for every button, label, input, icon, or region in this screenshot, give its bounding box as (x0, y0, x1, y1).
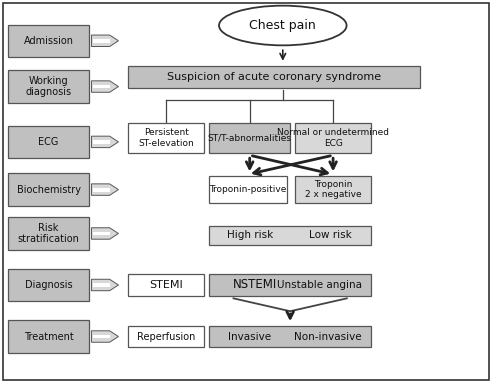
Bar (209, 123, 290, 153)
FancyArrow shape (93, 188, 110, 192)
Text: Persistent
ST-elevation: Persistent ST-elevation (138, 128, 194, 148)
Bar (295, 123, 371, 153)
FancyArrow shape (93, 283, 110, 287)
Ellipse shape (219, 6, 346, 45)
Text: ST/T-abnormalities: ST/T-abnormalities (208, 134, 292, 142)
Text: Admission: Admission (24, 36, 73, 46)
Bar (8, 320, 89, 353)
Text: Troponin
2 x negative: Troponin 2 x negative (305, 180, 362, 199)
Bar (295, 176, 371, 203)
FancyArrow shape (92, 279, 119, 291)
Text: Normal or undetermined
ECG: Normal or undetermined ECG (277, 128, 389, 148)
Bar (128, 65, 420, 88)
Bar (8, 126, 89, 158)
Bar (209, 176, 287, 203)
Text: Risk
stratification: Risk stratification (18, 223, 80, 244)
FancyArrow shape (92, 184, 119, 195)
Text: Invasive: Invasive (228, 332, 271, 342)
Text: High risk: High risk (226, 231, 273, 241)
FancyArrow shape (92, 331, 119, 342)
FancyArrow shape (92, 81, 119, 92)
Text: Treatment: Treatment (24, 332, 73, 342)
Bar (128, 273, 204, 296)
Text: STEMI: STEMI (150, 280, 183, 290)
FancyArrow shape (93, 140, 110, 144)
Text: Non-invasive: Non-invasive (294, 332, 361, 342)
Bar (8, 173, 89, 206)
Text: Biochemistry: Biochemistry (17, 185, 81, 195)
FancyArrow shape (93, 85, 110, 88)
Text: Working
diagnosis: Working diagnosis (26, 76, 72, 97)
FancyArrow shape (93, 39, 110, 43)
Bar (209, 273, 371, 296)
Bar (128, 123, 204, 153)
Bar (209, 326, 371, 347)
FancyArrow shape (93, 232, 110, 236)
Bar (128, 326, 204, 347)
Text: Low risk: Low risk (309, 231, 352, 241)
Text: Diagnosis: Diagnosis (25, 280, 72, 290)
Text: Suspicion of acute coronary syndrome: Suspicion of acute coronary syndrome (167, 72, 381, 82)
Text: NSTEMI: NSTEMI (232, 278, 277, 291)
Bar (209, 226, 371, 245)
Text: Reperfusion: Reperfusion (137, 332, 195, 342)
Bar (8, 217, 89, 250)
FancyArrow shape (92, 35, 119, 46)
Bar (8, 25, 89, 57)
FancyArrow shape (93, 335, 110, 339)
FancyArrow shape (92, 136, 119, 147)
Bar (8, 70, 89, 103)
FancyArrow shape (92, 228, 119, 239)
Text: Chest pain: Chest pain (249, 19, 316, 32)
Text: Troponin-positive: Troponin-positive (209, 185, 287, 194)
Text: ECG: ECG (38, 137, 59, 147)
Text: Unstable angina: Unstable angina (277, 280, 362, 290)
Bar (8, 269, 89, 301)
